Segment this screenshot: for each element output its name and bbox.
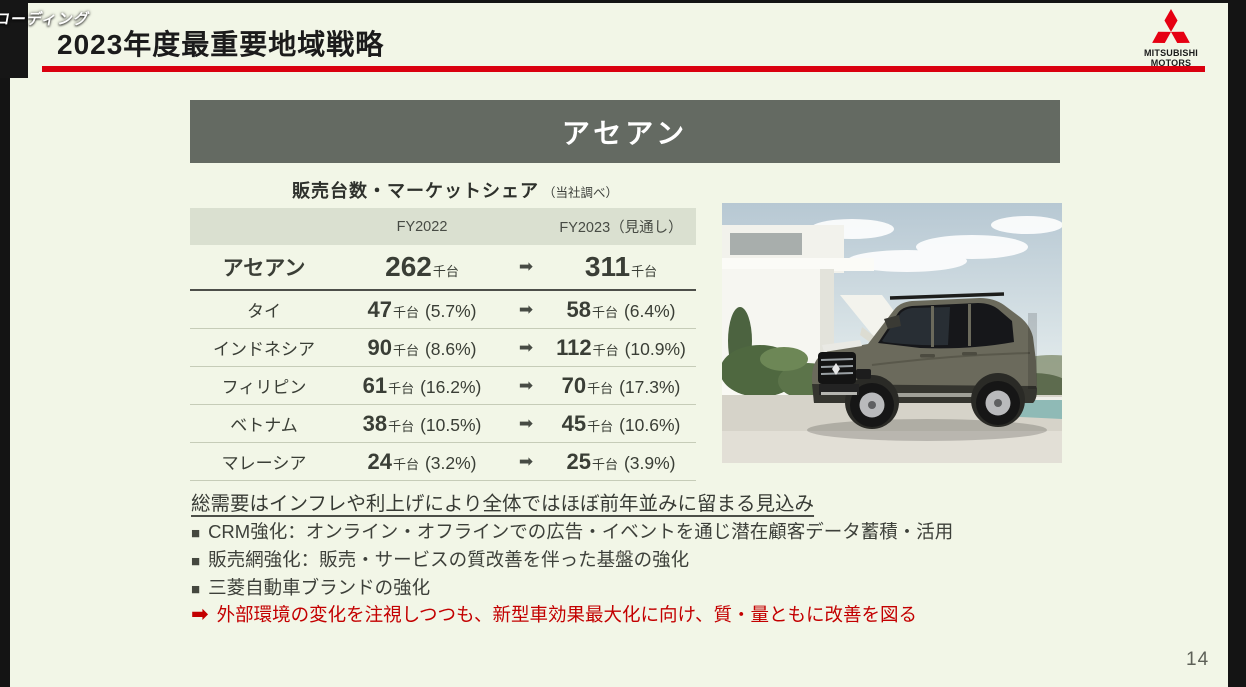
bullet-square-icon: ■ <box>191 581 201 598</box>
right-arrow-icon: ➡ <box>518 451 534 471</box>
unit-label: 千台 <box>587 418 614 434</box>
bullet-item: ■ 販売網強化：販売・サービスの質改善を伴った基盤の強化 <box>191 547 953 575</box>
fy2023-share: (3.9%) <box>623 452 676 473</box>
unit-label: 千台 <box>392 342 419 358</box>
table-row-indonesia: インドネシア 90 千台 (8.6%) ➡ 112 千台 (10.9%) <box>190 329 696 367</box>
fy2023-value: 311 <box>584 251 631 282</box>
right-arrow-icon: ➡ <box>518 413 534 433</box>
fy2023-value: 58 <box>566 296 591 322</box>
page-title: 2023年度最重要地域戦略 <box>57 29 385 60</box>
fy2022-value: 47 <box>367 296 392 322</box>
bullet-item: ■ CRM強化：オンライン・オフラインでの広告・イベントを通じ潜在顧客データ蓄積・… <box>191 519 953 547</box>
unit-label: 千台 <box>388 380 415 396</box>
unit-label: 千台 <box>432 264 459 279</box>
sales-table: FY2022 FY2023（見通し） アセアン 262 千台 ➡ 311 千台 タイ… <box>190 208 696 481</box>
table-row-asean-total: アセアン 262 千台 ➡ 311 千台 <box>190 245 696 291</box>
unit-label: 千台 <box>591 456 618 472</box>
fy2023-share: (6.4%) <box>623 300 676 321</box>
loading-overlay-text: ローディング <box>0 11 92 28</box>
fy2022-value: 61 <box>362 372 388 398</box>
fy2023-value: 25 <box>566 448 591 474</box>
row-label: インドネシア <box>213 340 315 359</box>
unit-label: 千台 <box>388 418 415 434</box>
table-title-text: 販売台数・マーケットシェア <box>292 181 539 201</box>
col-header-fy2023: FY2023（見通し） <box>559 220 683 236</box>
car-photo <box>722 203 1062 463</box>
strategy-bullets: ■ CRM強化：オンライン・オフラインでの広告・イベントを通じ潜在顧客データ蓄積・… <box>191 519 953 603</box>
fy2023-value: 112 <box>556 334 592 360</box>
row-label: タイ <box>247 302 281 321</box>
row-label: アセアン <box>222 257 306 280</box>
brand-name-line1: MITSUBISHI <box>1143 48 1198 58</box>
brand-name-line2: MOTORS <box>1150 58 1192 68</box>
fy2023-value: 70 <box>561 372 587 398</box>
row-label: ベトナム <box>230 416 298 435</box>
unit-label: 千台 <box>591 304 618 320</box>
right-arrow-icon: ➡ <box>518 337 534 357</box>
bullet-text: 三菱自動車ブランドの強化 <box>208 577 431 598</box>
unit-label: 千台 <box>592 342 619 358</box>
fy2022-value: 38 <box>362 410 388 436</box>
red-arrow-icon: ➡ <box>191 603 209 626</box>
table-row-vietnam: ベトナム 38 千台 (10.5%) ➡ 45 千台 (10.6%) <box>190 405 696 443</box>
fy2023-share: (10.9%) <box>624 338 686 359</box>
presentation-slide: 2023年度最重要地域戦略 MITSUBISHI MOTORS アセアン 販売台… <box>10 3 1228 687</box>
right-arrow-icon: ➡ <box>518 257 534 276</box>
fy2023-value: 45 <box>561 410 587 436</box>
fy2022-share: (5.7%) <box>424 300 477 321</box>
conclusion-statement: ➡ 外部環境の変化を注視しつつも、新型車効果最大化に向け、質・量ともに改善を図る <box>191 601 917 627</box>
fy2022-share: (16.2%) <box>420 376 482 397</box>
right-arrow-icon: ➡ <box>518 375 534 395</box>
fy2022-share: (8.6%) <box>424 338 477 359</box>
conclusion-text: 外部環境の変化を注視しつつも、新型車効果最大化に向け、質・量ともに改善を図る <box>216 604 918 625</box>
bullet-square-icon: ■ <box>191 525 201 542</box>
region-name: アセアン <box>561 117 689 149</box>
unit-label: 千台 <box>392 456 419 472</box>
row-label: マレーシア <box>221 454 307 473</box>
row-label: フィリピン <box>221 378 307 397</box>
fy2022-value: 24 <box>367 448 392 474</box>
unit-label: 千台 <box>587 380 614 396</box>
table-title: 販売台数・マーケットシェア （当社調べ） <box>292 177 618 203</box>
fy2022-share: (10.5%) <box>420 414 482 435</box>
fy2023-share: (17.3%) <box>619 376 681 397</box>
mitsubishi-motors-logo: MITSUBISHI MOTORS <box>1129 9 1213 68</box>
page-number: 14 <box>1186 649 1210 670</box>
fy2022-value: 90 <box>367 334 392 360</box>
title-red-underline <box>42 66 1205 72</box>
bullet-text: CRM強化：オンライン・オフラインでの広告・イベントを通じ潜在顧客データ蓄積・活… <box>208 521 954 542</box>
bullet-text: 販売網強化：販売・サービスの質改善を伴った基盤の強化 <box>208 549 690 570</box>
fy2023-share: (10.6%) <box>619 414 681 435</box>
unit-label: 千台 <box>631 264 658 279</box>
right-arrow-icon: ➡ <box>518 299 534 319</box>
table-row-philippines: フィリピン 61 千台 (16.2%) ➡ 70 千台 (17.3%) <box>190 367 696 405</box>
fy2022-value: 262 <box>385 251 432 282</box>
table-title-note: （当社調べ） <box>543 186 619 200</box>
bullet-item: ■ 三菱自動車ブランドの強化 <box>191 575 953 603</box>
region-header-band: アセアン <box>190 100 1060 163</box>
fy2022-share: (3.2%) <box>424 452 477 473</box>
table-header-row: FY2022 FY2023（見通し） <box>190 208 696 245</box>
bullet-square-icon: ■ <box>191 553 201 570</box>
unit-label: 千台 <box>392 304 419 320</box>
table-row-thailand: タイ 47 千台 (5.7%) ➡ 58 千台 (6.4%) <box>190 291 696 329</box>
summary-headline: 総需要はインフレや利上げにより全体ではほぼ前年並みに留まる見込み <box>191 493 815 515</box>
video-corner-patch <box>0 0 28 78</box>
table-row-malaysia: マレーシア 24 千台 (3.2%) ➡ 25 千台 (3.9%) <box>190 443 696 481</box>
mitsubishi-diamond-icon <box>1152 9 1190 44</box>
col-header-fy2022: FY2022 <box>396 218 448 235</box>
